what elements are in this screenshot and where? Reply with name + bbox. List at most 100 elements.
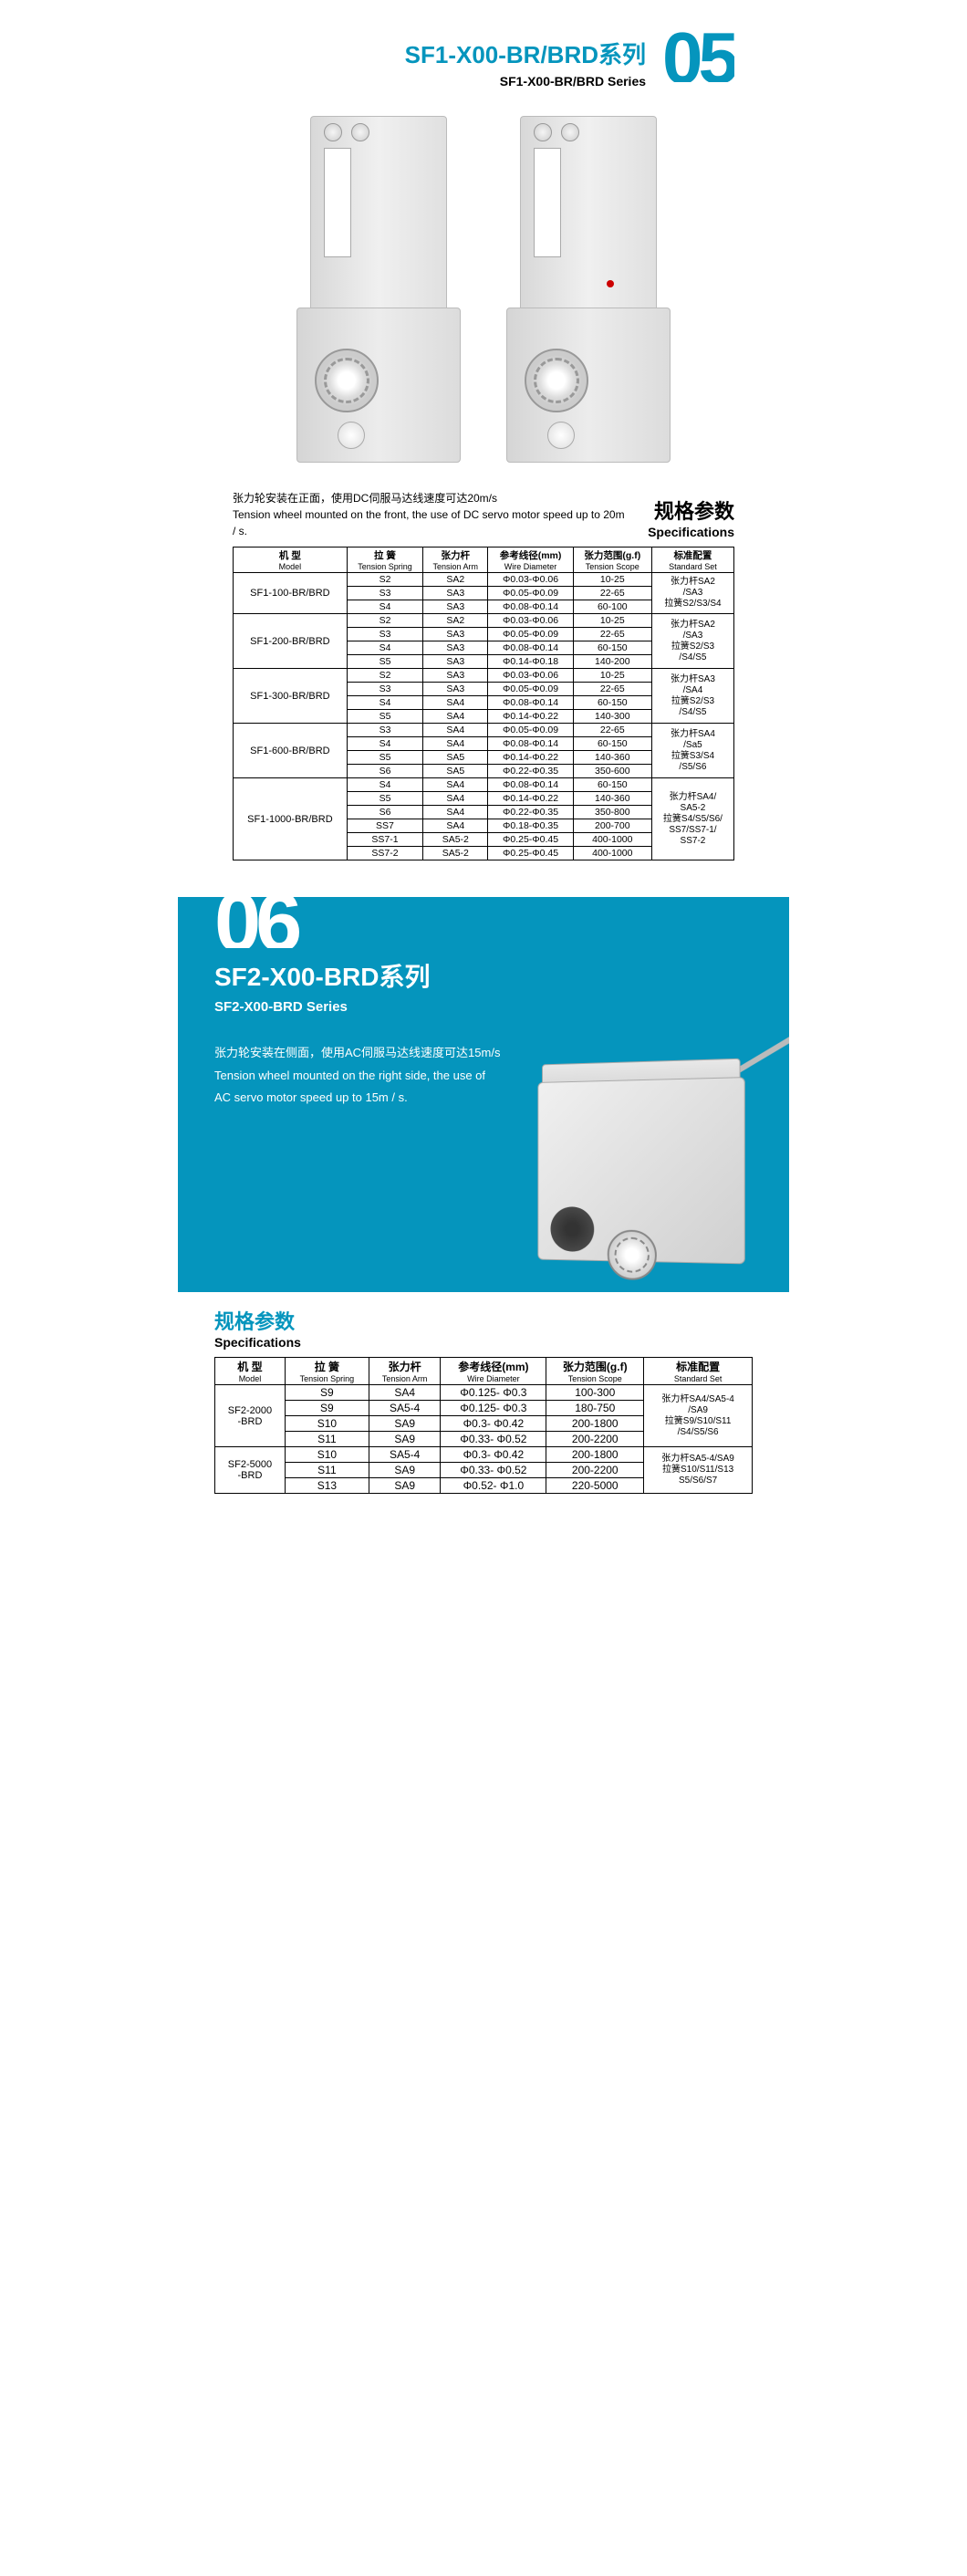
- title-en: SF1-X00-BR/BRD Series: [405, 74, 646, 89]
- data-cell: 60-150: [573, 778, 651, 792]
- data-cell: S5: [347, 710, 422, 724]
- table-row: SF2-2000 -BRDS9SA4Φ0.125- Φ0.3100-300张力杆…: [215, 1385, 753, 1401]
- spec-table-sf1: 机 型Model拉 簧Tension Spring张力杆Tension Arm参…: [233, 547, 734, 860]
- data-cell: SA4: [423, 724, 488, 737]
- s2-spec-cn: 规格参数: [214, 1306, 753, 1335]
- data-cell: Φ0.3- Φ0.42: [441, 1447, 546, 1463]
- data-cell: S4: [347, 778, 422, 792]
- col-header: 标准配置Standard Set: [644, 1358, 753, 1385]
- title-block: SF1-X00-BR/BRD系列 SF1-X00-BR/BRD Series: [405, 37, 646, 89]
- page-number-05: 05: [662, 27, 734, 82]
- table-row: SF1-600-BR/BRDS3SA4Φ0.05-Φ0.0922-65张力杆SA…: [234, 724, 734, 737]
- data-cell: S3: [347, 724, 422, 737]
- data-cell: Φ0.03-Φ0.06: [488, 573, 573, 587]
- data-cell: 180-750: [546, 1401, 644, 1416]
- data-cell: SA4: [423, 792, 488, 806]
- standard-set-cell: 张力杆SA4/SA5-4 /SA9 拉簧S9/S10/S11 /S4/S5/S6: [644, 1385, 753, 1447]
- standard-set-cell: 张力杆SA4/ SA5-2 拉簧S4/S5/S6/ SS7/SS7-1/ SS7…: [651, 778, 733, 860]
- data-cell: SA9: [369, 1416, 441, 1432]
- data-cell: Φ0.3- Φ0.42: [441, 1416, 546, 1432]
- section-sf1: SF1-X00-BR/BRD系列 SF1-X00-BR/BRD Series 0…: [178, 0, 789, 897]
- data-cell: SA5: [423, 765, 488, 778]
- data-cell: S3: [347, 587, 422, 600]
- data-cell: SA3: [423, 600, 488, 614]
- page-number-06: 06: [214, 897, 753, 948]
- data-cell: S3: [347, 628, 422, 641]
- data-cell: SA9: [369, 1432, 441, 1447]
- data-cell: S3: [347, 683, 422, 696]
- col-header: 标准配置Standard Set: [651, 548, 733, 573]
- data-cell: Φ0.08-Φ0.14: [488, 696, 573, 710]
- col-header: 张力范围(g.f)Tension Scope: [573, 548, 651, 573]
- model-cell: SF2-5000 -BRD: [215, 1447, 286, 1494]
- desc-cn: 张力轮安装在正面，使用DC伺服马达线速度可达20m/s: [233, 490, 629, 506]
- s2-description: 张力轮安装在侧面，使用AC伺服马达线速度可达15m/s Tension whee…: [214, 1042, 525, 1110]
- data-cell: Φ0.22-Φ0.35: [488, 765, 573, 778]
- model-cell: SF1-600-BR/BRD: [234, 724, 348, 778]
- col-header: 参考线径(mm)Wire Diameter: [441, 1358, 546, 1385]
- data-cell: SA4: [423, 819, 488, 833]
- data-cell: S9: [285, 1401, 369, 1416]
- standard-set-cell: 张力杆SA2 /SA3 拉簧S2/S3 /S4/S5: [651, 614, 733, 669]
- data-cell: SA3: [423, 655, 488, 669]
- data-cell: 60-150: [573, 737, 651, 751]
- data-cell: SA3: [423, 669, 488, 683]
- blue-band: 06 SF2-X00-BRD系列 SF2-X00-BRD Series 张力轮安…: [178, 897, 789, 1292]
- data-cell: 10-25: [573, 614, 651, 628]
- header-sf1: SF1-X00-BR/BRD系列 SF1-X00-BR/BRD Series 0…: [233, 27, 734, 89]
- data-cell: S5: [347, 792, 422, 806]
- data-cell: 350-600: [573, 765, 651, 778]
- data-cell: SS7-1: [347, 833, 422, 847]
- data-cell: SA9: [369, 1478, 441, 1494]
- data-cell: Φ0.18-Φ0.35: [488, 819, 573, 833]
- model-cell: SF1-200-BR/BRD: [234, 614, 348, 669]
- data-cell: 400-1000: [573, 833, 651, 847]
- description-row: 张力轮安装在正面，使用DC伺服马达线速度可达20m/s Tension whee…: [233, 490, 734, 539]
- data-cell: Φ0.05-Φ0.09: [488, 628, 573, 641]
- data-cell: Φ0.03-Φ0.06: [488, 614, 573, 628]
- data-cell: Φ0.25-Φ0.45: [488, 833, 573, 847]
- standard-set-cell: 张力杆SA2 /SA3 拉簧S2/S3/S4: [651, 573, 733, 614]
- standard-set-cell: 张力杆SA3 /SA4 拉簧S2/S3 /S4/S5: [651, 669, 733, 724]
- data-cell: 400-1000: [573, 847, 651, 860]
- spec-heading: 规格参数 Specifications: [648, 495, 734, 539]
- data-cell: Φ0.22-Φ0.35: [488, 806, 573, 819]
- table-row: SF1-1000-BR/BRDS4SA4Φ0.08-Φ0.1460-150张力杆…: [234, 778, 734, 792]
- product-photos: [233, 116, 734, 463]
- col-header: 机 型Model: [215, 1358, 286, 1385]
- table-row: SF1-100-BR/BRDS2SA2Φ0.03-Φ0.0610-25张力杆SA…: [234, 573, 734, 587]
- table-row: SF1-200-BR/BRDS2SA2Φ0.03-Φ0.0610-25张力杆SA…: [234, 614, 734, 628]
- data-cell: 350-800: [573, 806, 651, 819]
- section-sf2: 06 SF2-X00-BRD系列 SF2-X00-BRD Series 张力轮安…: [178, 897, 789, 1530]
- data-cell: Φ0.125- Φ0.3: [441, 1385, 546, 1401]
- s2-spec-en: Specifications: [214, 1335, 753, 1350]
- col-header: 参考线径(mm)Wire Diameter: [488, 548, 573, 573]
- data-cell: SA5-4: [369, 1401, 441, 1416]
- data-cell: SA4: [423, 710, 488, 724]
- title-cn: SF1-X00-BR/BRD系列: [405, 37, 646, 70]
- data-cell: SA2: [423, 573, 488, 587]
- spec-table-sf2: 机 型Model拉 簧Tension Spring张力杆Tension Arm参…: [214, 1357, 753, 1494]
- data-cell: SA9: [369, 1463, 441, 1478]
- data-cell: S6: [347, 765, 422, 778]
- data-cell: SA5: [423, 751, 488, 765]
- data-cell: 22-65: [573, 683, 651, 696]
- data-cell: 100-300: [546, 1385, 644, 1401]
- s2-title-en: SF2-X00-BRD Series: [214, 999, 753, 1015]
- spec-heading-cn: 规格参数: [648, 495, 734, 525]
- data-cell: 22-65: [573, 587, 651, 600]
- device-sf2: [515, 1061, 771, 1292]
- data-cell: 10-25: [573, 669, 651, 683]
- data-cell: SS7-2: [347, 847, 422, 860]
- col-header: 张力杆Tension Arm: [369, 1358, 441, 1385]
- data-cell: S5: [347, 655, 422, 669]
- data-cell: 22-65: [573, 628, 651, 641]
- data-cell: SA5-2: [423, 833, 488, 847]
- data-cell: Φ0.125- Φ0.3: [441, 1401, 546, 1416]
- data-cell: Φ0.05-Φ0.09: [488, 683, 573, 696]
- s2-spec-heading: 规格参数 Specifications: [178, 1292, 789, 1357]
- device-left: [287, 116, 470, 463]
- data-cell: 220-5000: [546, 1478, 644, 1494]
- data-cell: SA4: [423, 696, 488, 710]
- data-cell: S10: [285, 1416, 369, 1432]
